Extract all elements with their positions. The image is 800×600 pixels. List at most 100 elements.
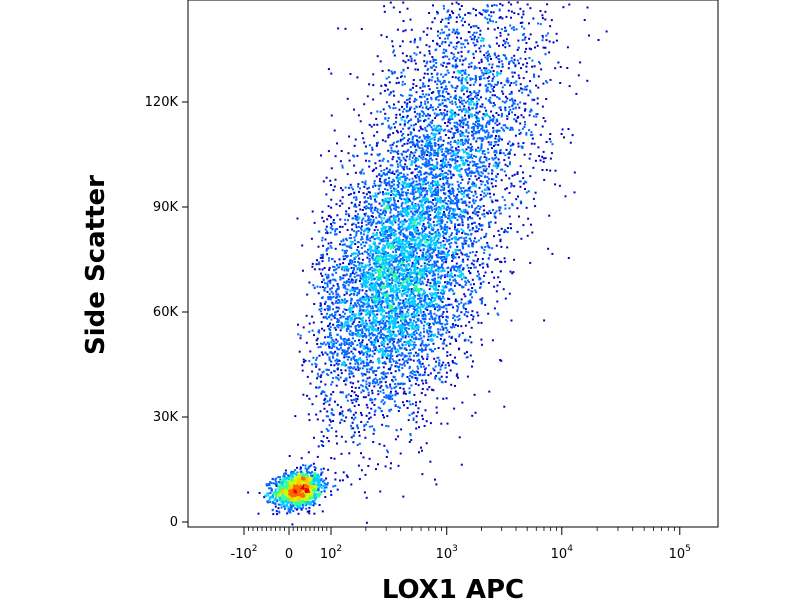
data-point	[337, 266, 340, 269]
data-point	[370, 274, 373, 277]
data-point	[418, 426, 420, 429]
data-point	[443, 305, 446, 308]
data-point	[344, 218, 347, 221]
data-point	[357, 362, 359, 365]
data-point	[430, 104, 432, 107]
data-point	[347, 366, 350, 369]
data-point	[309, 489, 312, 492]
data-point	[295, 491, 298, 494]
data-point	[300, 472, 303, 475]
data-point	[310, 477, 313, 480]
data-point	[384, 220, 387, 223]
data-point	[315, 477, 318, 480]
data-point	[471, 100, 474, 103]
data-point	[373, 328, 376, 331]
data-point	[309, 485, 311, 488]
data-point	[368, 303, 370, 306]
data-point	[335, 338, 338, 341]
data-point	[403, 382, 406, 385]
data-point	[335, 384, 338, 387]
data-point	[267, 501, 270, 504]
data-point	[364, 282, 367, 285]
data-point	[326, 230, 329, 233]
data-point	[402, 232, 405, 235]
data-point	[397, 301, 400, 304]
data-point	[318, 308, 321, 311]
data-point	[324, 282, 326, 285]
data-point	[352, 441, 355, 444]
data-point	[432, 293, 435, 296]
data-point	[378, 299, 381, 302]
data-point	[457, 208, 460, 210]
data-point	[414, 326, 417, 329]
data-point	[394, 306, 397, 309]
data-point	[444, 366, 447, 369]
data-point	[358, 253, 361, 255]
data-point	[346, 265, 348, 268]
data-point	[410, 231, 413, 234]
data-point	[328, 268, 331, 271]
data-point	[408, 340, 411, 343]
data-point	[446, 251, 449, 254]
data-point	[356, 334, 359, 337]
data-point	[480, 237, 482, 240]
data-point	[363, 230, 366, 233]
data-point	[358, 217, 361, 220]
data-point	[362, 354, 365, 356]
data-point	[360, 319, 363, 322]
data-point	[349, 245, 352, 248]
data-point	[320, 392, 323, 395]
data-point	[455, 253, 458, 256]
data-point	[457, 268, 460, 271]
data-point	[426, 263, 429, 266]
data-point	[437, 328, 439, 331]
data-point	[274, 483, 277, 485]
data-point	[357, 264, 360, 267]
data-point	[328, 418, 331, 421]
data-point	[335, 346, 338, 349]
data-point	[441, 316, 444, 319]
data-point	[290, 484, 293, 487]
data-point	[402, 191, 405, 194]
data-point	[357, 395, 359, 398]
data-point	[274, 497, 277, 500]
data-point	[317, 477, 320, 480]
data-point	[408, 186, 410, 188]
data-point	[417, 255, 420, 258]
data-point	[395, 289, 398, 292]
data-point	[308, 487, 311, 490]
data-point	[309, 478, 312, 481]
data-point	[415, 183, 418, 186]
data-point	[387, 394, 390, 397]
data-point	[403, 211, 406, 214]
data-point	[322, 286, 324, 289]
data-point	[386, 221, 389, 223]
data-point	[455, 262, 458, 265]
data-point	[399, 312, 402, 315]
data-point	[437, 139, 440, 142]
data-point	[377, 360, 380, 363]
data-point	[330, 427, 333, 429]
data-point	[310, 501, 313, 503]
data-point	[347, 278, 350, 281]
data-point	[433, 357, 436, 360]
data-point	[349, 410, 352, 413]
data-point	[313, 268, 316, 271]
data-point	[376, 265, 379, 268]
data-point	[398, 406, 401, 409]
data-point	[431, 263, 434, 266]
data-point	[350, 424, 353, 427]
data-point	[387, 320, 390, 323]
data-point	[368, 376, 371, 379]
data-point	[408, 441, 411, 443]
data-point	[390, 232, 393, 235]
data-point	[316, 480, 319, 483]
data-point	[392, 243, 394, 246]
data-point	[291, 486, 294, 489]
data-point	[471, 310, 474, 313]
data-point	[471, 278, 474, 281]
data-point	[424, 212, 427, 215]
data-point	[510, 227, 512, 230]
data-point	[321, 371, 324, 374]
data-point	[360, 238, 363, 241]
